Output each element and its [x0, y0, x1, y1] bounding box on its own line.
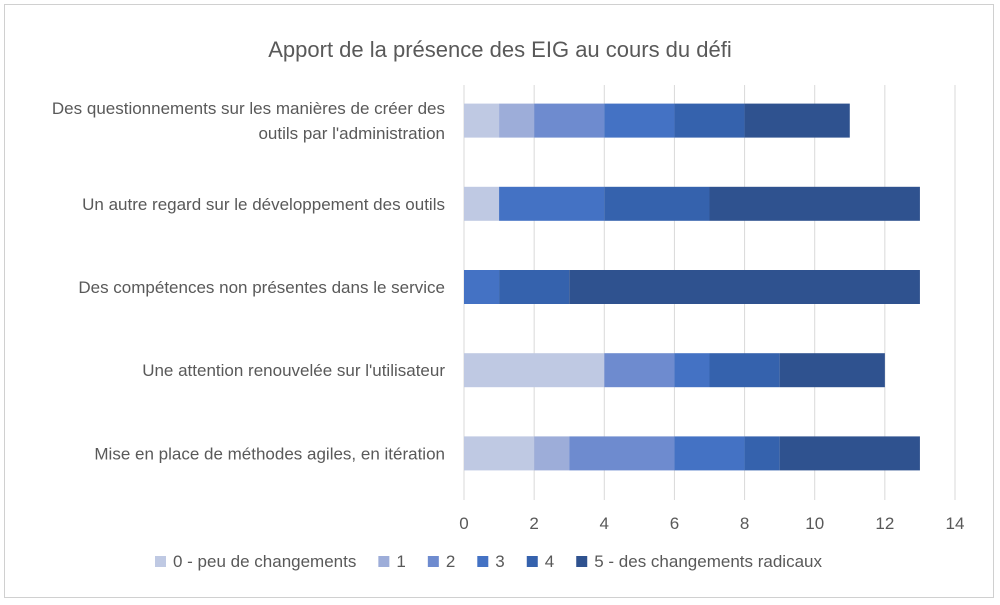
category-label: Mise en place de méthodes agiles, en ité… [94, 444, 445, 463]
legend-swatch [477, 556, 489, 567]
legend-item: 2 [427, 552, 455, 571]
bar-segment [604, 353, 675, 388]
x-tick-label: 12 [875, 514, 894, 533]
bar-segment [674, 353, 710, 388]
x-tick-label: 8 [740, 514, 749, 533]
bar-segment [499, 103, 535, 138]
bar-segment [534, 436, 570, 471]
legend-item: 0 - peu de changements [155, 552, 356, 571]
bar-segment [464, 353, 605, 388]
x-tick-label: 14 [946, 514, 965, 533]
legend-swatch [155, 556, 166, 567]
stacked-bar-chart: Apport de la présence des EIG au cours d… [52, 37, 965, 571]
bar-segment [499, 186, 605, 221]
x-tick-label: 0 [459, 514, 468, 533]
bar-segment [779, 436, 920, 471]
category-label: Une attention renouvelée sur l'utilisate… [142, 361, 445, 380]
legend-label: 3 [495, 552, 504, 571]
legend-swatch [526, 556, 538, 567]
x-tick-label: 2 [529, 514, 538, 533]
category-label: Des compétences non présentes dans le se… [78, 278, 445, 297]
bar-segment [464, 270, 500, 304]
legend-item: 5 - des changements radicaux [576, 552, 822, 571]
category-label: Un autre regard sur le développement des… [82, 195, 445, 214]
bar-segment [569, 436, 675, 471]
chart-frame: Apport de la présence des EIG au cours d… [4, 4, 994, 598]
bar-segment [499, 270, 570, 304]
bar-segment [534, 103, 605, 138]
bars [464, 103, 920, 471]
legend-item: 3 [477, 552, 505, 571]
bar-segment [779, 353, 885, 388]
x-tick-label: 4 [600, 514, 609, 533]
x-axis-ticks: 0 2 4 6 8 10 12 14 [459, 514, 964, 533]
bar-segment [744, 436, 780, 471]
legend-label: 0 - peu de changements [173, 552, 356, 571]
legend: 0 - peu de changements 1 2 3 4 5 - des change… [155, 552, 822, 571]
bar-segment [674, 436, 745, 471]
bar-segment [709, 186, 920, 221]
bar-segment [674, 103, 745, 138]
legend-swatch [576, 556, 588, 567]
x-tick-label: 6 [670, 514, 679, 533]
category-label: outils par l'administration [258, 124, 445, 143]
legend-label: 4 [545, 552, 554, 571]
bar-segment [464, 103, 500, 138]
legend-swatch [427, 556, 439, 567]
x-tick-label: 10 [805, 514, 824, 533]
chart-title: Apport de la présence des EIG au cours d… [268, 37, 732, 62]
bar-segment [569, 270, 920, 304]
bar-segment [604, 103, 675, 138]
category-label: Des questionnements sur les manières de … [52, 99, 445, 118]
legend-swatch [378, 556, 390, 567]
bar-segment [709, 353, 780, 388]
bar-segment [464, 186, 500, 221]
legend-item: 4 [526, 552, 554, 571]
bar-segment [604, 186, 710, 221]
bar-segment [744, 103, 850, 138]
legend-label: 2 [446, 552, 455, 571]
legend-item: 1 [378, 552, 406, 571]
legend-label: 1 [396, 552, 405, 571]
legend-label: 5 - des changements radicaux [594, 552, 822, 571]
bar-segment [464, 436, 535, 471]
category-labels: Des questionnements sur les manières de … [52, 99, 445, 463]
